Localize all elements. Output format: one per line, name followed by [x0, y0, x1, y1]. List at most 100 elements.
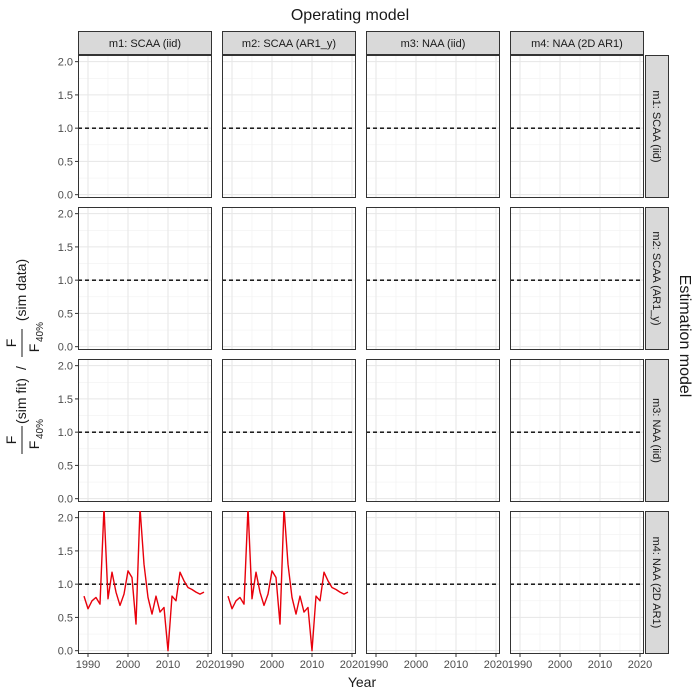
y-label-slash: /: [13, 366, 29, 370]
facet-panel: [78, 207, 212, 350]
y-axis-ticks: 0.0 0.5 1.0 1.5 2.0 0.0 0.5 1.0 1.5 2.0 0.0 0.5 1.0 1…: [58, 57, 78, 658]
column-strip-label: m3: NAA (iid): [401, 38, 466, 50]
panel-background: [366, 359, 500, 502]
facet-panel: [222, 55, 356, 198]
strip-background: [78, 31, 212, 55]
panel-background: [222, 511, 356, 654]
y-label-denom-data: F: [26, 344, 42, 353]
y-tick-label: 1.0: [58, 427, 73, 439]
facet-panel: [510, 55, 644, 198]
y-tick-label: 0.5: [58, 156, 73, 168]
y-label-fraction-data: F F 40%: [3, 322, 46, 357]
y-tick-label: 1.5: [58, 394, 73, 406]
x-tick-label: 1990: [76, 659, 100, 671]
x-tick-label: 2020: [340, 659, 364, 671]
facet-panels: [78, 55, 644, 654]
panel-border: [510, 511, 644, 654]
panel-background: [366, 55, 500, 198]
y-tick-label: 1.5: [58, 242, 73, 254]
facet-panel: [222, 359, 356, 502]
strip-background: [645, 511, 669, 654]
column-strip: m2: SCAA (AR1_y): [222, 31, 356, 55]
panel-background: [222, 207, 356, 350]
panel-background: [510, 55, 644, 198]
x-axis-ticks: 1990 2000 2010 2020 1990 2000 2010 2020 1990 2000…: [76, 654, 652, 671]
x-tick-label: 1990: [220, 659, 244, 671]
y-tick-label: 0.5: [58, 308, 73, 320]
column-strip: m3: NAA (iid): [366, 31, 500, 55]
strip-background: [645, 359, 669, 502]
y-tick-label: 1.5: [58, 90, 73, 102]
panel-background: [78, 55, 212, 198]
facet-panel: [222, 511, 356, 654]
strip-background: [645, 55, 669, 198]
x-tick-label: 1990: [508, 659, 532, 671]
x-tick-label: 2010: [300, 659, 324, 671]
y-label-fraction-fit: F F 40%: [3, 419, 46, 454]
panel-border: [222, 511, 356, 654]
series-line: [83, 511, 205, 652]
facet-panel: [78, 55, 212, 198]
panel-background: [222, 359, 356, 502]
facet-panel: [78, 511, 212, 654]
y-label-denom-data-base: F: [26, 344, 42, 353]
panel-border: [78, 511, 212, 654]
panel-background: [78, 207, 212, 350]
y-tick-label: 0.0: [58, 646, 73, 658]
row-strip: m4: NAA (2D AR1): [645, 511, 669, 654]
panel-border: [78, 55, 212, 198]
x-tick-label: 2020: [196, 659, 220, 671]
x-tick-label: 2000: [260, 659, 284, 671]
x-tick-label: 2010: [444, 659, 468, 671]
panel-border: [78, 207, 212, 350]
row-strip: m1: SCAA (iid): [645, 55, 669, 198]
facet-panel: [366, 511, 500, 654]
right-axis-label: Estimation model: [676, 275, 693, 398]
y-tick-label: 1.5: [58, 546, 73, 558]
column-strips: m1: SCAA (iid) m2: SCAA (AR1_y) m3: NAA (i…: [78, 31, 644, 55]
y-axis-label: F F 40% (sim fit) / F F 40% (sim data): [3, 259, 46, 454]
column-strip: m1: SCAA (iid): [78, 31, 212, 55]
panel-border: [510, 207, 644, 350]
strip-background: [366, 31, 500, 55]
y-label-denom-data-sub: 40%: [35, 322, 46, 342]
facet-panel: [366, 359, 500, 502]
facet-panel: [366, 55, 500, 198]
facet-panel: [78, 359, 212, 502]
row-strip: m2: SCAA (AR1_y): [645, 207, 669, 350]
y-tick-label: 0.5: [58, 612, 73, 624]
x-tick-label: 2020: [484, 659, 508, 671]
chart-title: Operating model: [291, 7, 409, 24]
y-label-data-tag: (sim data): [13, 259, 29, 321]
panel-border: [366, 359, 500, 502]
series-line: [227, 511, 349, 652]
y-tick-label: 0.5: [58, 460, 73, 472]
panel-border: [366, 55, 500, 198]
row-strip-label: m2: SCAA (AR1_y): [650, 231, 662, 325]
row-strip: m3: NAA (iid): [645, 359, 669, 502]
y-tick-label: 0.0: [58, 494, 73, 506]
row-strip-label: m1: SCAA (iid): [650, 90, 662, 162]
panel-background: [78, 511, 212, 654]
x-tick-label: 2010: [156, 659, 180, 671]
strip-background: [222, 31, 356, 55]
y-tick-label: 0.0: [58, 190, 73, 202]
panel-border: [366, 511, 500, 654]
panel-border: [78, 359, 212, 502]
facet-panel: [510, 207, 644, 350]
column-strip: m4: NAA (2D AR1): [510, 31, 644, 55]
panel-background: [510, 207, 644, 350]
y-label-numer-fit: F: [3, 436, 19, 445]
y-tick-label: 1.0: [58, 579, 73, 591]
y-tick-label: 2.0: [58, 57, 73, 69]
y-label-denom-fit-base: F: [26, 441, 42, 450]
facet-panel: [510, 511, 644, 654]
y-label-numer-data: F: [3, 339, 19, 348]
column-strip-label: m2: SCAA (AR1_y): [242, 38, 336, 50]
x-axis-label: Year: [348, 674, 377, 690]
panel-background: [78, 359, 212, 502]
row-strips: m1: SCAA (iid) m2: SCAA (AR1_y) m3: NAA (i…: [645, 55, 669, 654]
y-tick-label: 2.0: [58, 209, 73, 221]
panel-border: [222, 359, 356, 502]
